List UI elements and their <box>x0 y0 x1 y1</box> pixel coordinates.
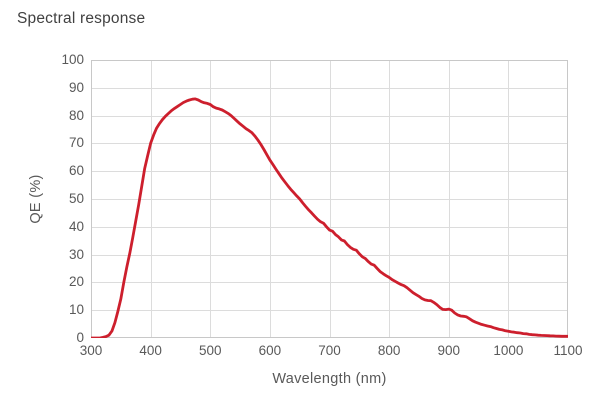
x-tick-label: 900 <box>437 343 461 358</box>
y-tick-label: 80 <box>68 107 84 123</box>
y-tick-label: 90 <box>68 79 84 95</box>
y-tick-label: 50 <box>68 191 84 206</box>
y-tick-label: 70 <box>68 135 84 151</box>
y-tick-label: 100 <box>61 52 84 67</box>
qe-curve <box>91 97 568 338</box>
x-tick-label: 600 <box>258 343 282 358</box>
y-tick-label: 20 <box>68 274 84 290</box>
x-tick-label: 700 <box>318 343 341 358</box>
y-tick-label: 30 <box>68 246 84 262</box>
y-tick-label: 40 <box>68 218 84 234</box>
x-tick-label: 300 <box>79 343 103 358</box>
chart-title: Spectral response <box>17 10 146 27</box>
y-tick-label: 60 <box>68 163 84 179</box>
x-tick-label: 800 <box>377 343 401 358</box>
y-tick-label: 10 <box>68 302 84 318</box>
plot-border <box>91 60 568 338</box>
y-tick-label: 0 <box>76 330 84 345</box>
x-tick-label: 500 <box>198 343 222 358</box>
x-tick-label: 1100 <box>553 343 583 358</box>
plot-area <box>91 60 568 338</box>
x-tick-label: 400 <box>139 343 162 358</box>
x-axis-title: Wavelength (nm) <box>272 371 387 387</box>
x-tick-label: 1000 <box>493 343 524 358</box>
